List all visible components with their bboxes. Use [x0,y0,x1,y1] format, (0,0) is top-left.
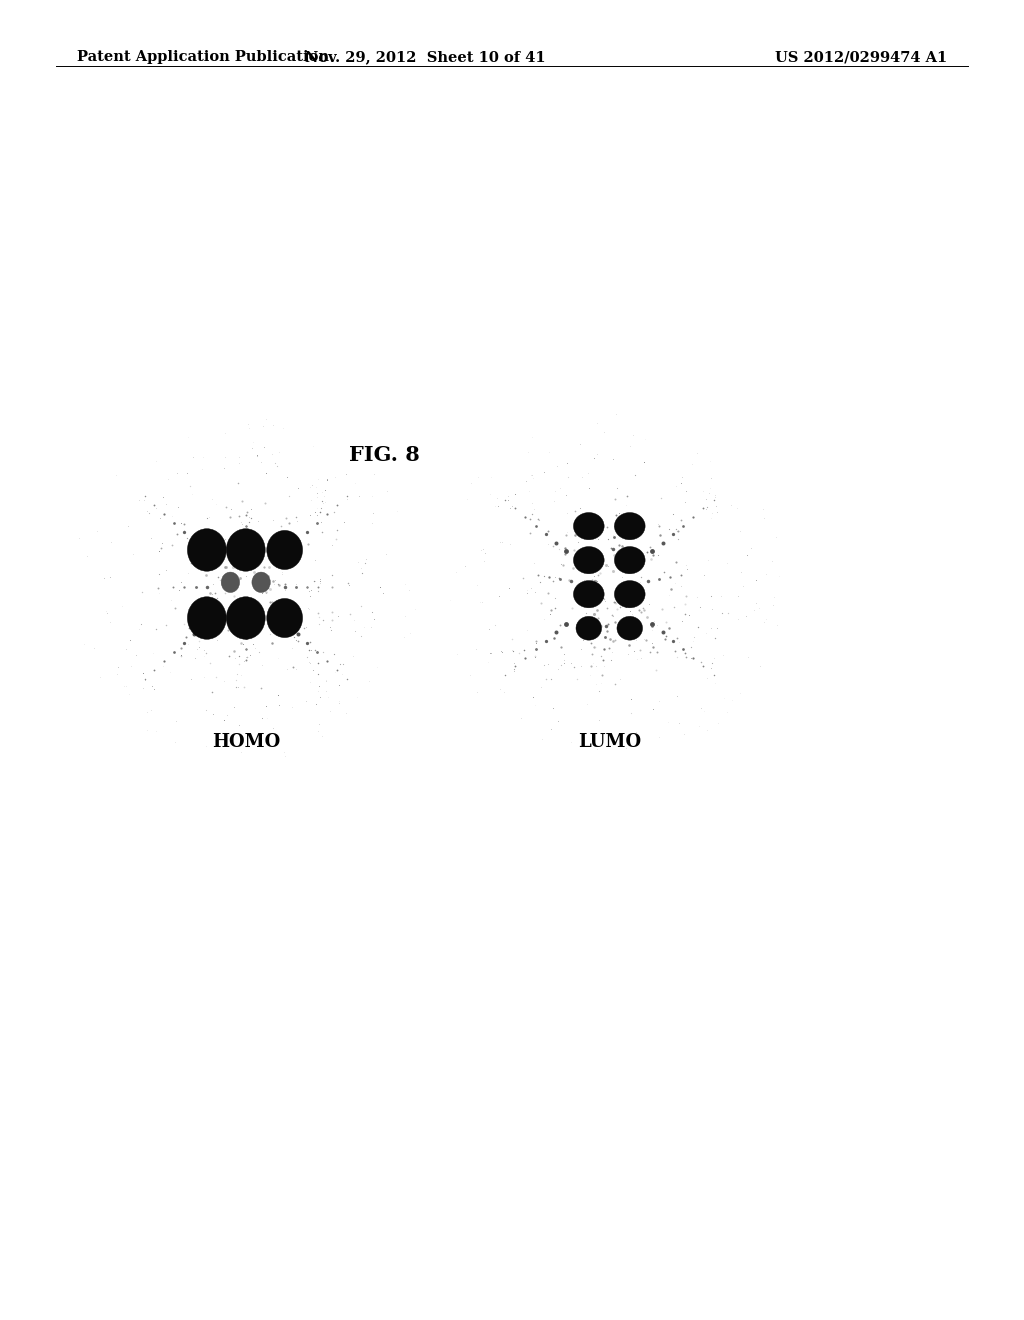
Ellipse shape [573,546,604,574]
Ellipse shape [614,512,645,540]
Ellipse shape [187,597,226,639]
Ellipse shape [616,616,643,640]
Ellipse shape [226,529,265,572]
Ellipse shape [575,616,601,640]
Ellipse shape [573,581,604,607]
Ellipse shape [266,531,303,569]
Ellipse shape [252,572,270,593]
Ellipse shape [187,529,226,572]
Text: LUMO: LUMO [578,733,641,751]
Text: HOMO: HOMO [212,733,280,751]
Ellipse shape [221,572,240,593]
Ellipse shape [226,597,265,639]
Text: US 2012/0299474 A1: US 2012/0299474 A1 [775,50,947,65]
Ellipse shape [614,581,645,607]
Ellipse shape [614,546,645,574]
Text: FIG. 8: FIG. 8 [348,445,420,466]
Ellipse shape [266,598,303,638]
Text: Patent Application Publication: Patent Application Publication [77,50,329,65]
Text: Nov. 29, 2012  Sheet 10 of 41: Nov. 29, 2012 Sheet 10 of 41 [305,50,545,65]
Ellipse shape [573,512,604,540]
